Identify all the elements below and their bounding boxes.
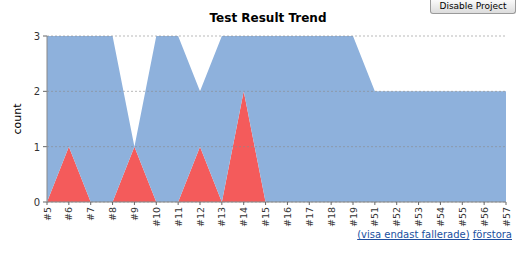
x-tick-label: #16 (282, 207, 293, 227)
x-tick-label: #52 (391, 207, 402, 227)
y-tick-label: 1 (34, 142, 40, 153)
x-tick (353, 202, 354, 205)
x-tick-label: #53 (413, 207, 424, 227)
y-tick (43, 36, 47, 37)
x-tick-label: #13 (216, 207, 227, 227)
disable-button[interactable]: Disable Project (430, 0, 516, 14)
x-tick-label: #9 (129, 207, 140, 221)
x-tick (331, 202, 332, 205)
x-tick (243, 202, 244, 205)
x-tick (200, 202, 201, 205)
x-tick-label: #12 (195, 207, 206, 227)
x-tick-label: #17 (304, 207, 315, 227)
x-tick-label: #7 (85, 207, 96, 221)
x-tick (396, 202, 397, 205)
x-tick (156, 202, 157, 205)
y-tick-label: 3 (34, 31, 40, 42)
y-axis-label: count (11, 103, 24, 135)
x-tick (265, 202, 266, 205)
x-tick-label: #14 (238, 207, 249, 227)
x-tick (440, 202, 441, 205)
grid-line (47, 202, 506, 203)
x-tick (112, 202, 113, 205)
y-tick-label: 2 (34, 86, 40, 97)
grid-line (47, 36, 506, 37)
title: Test Result Trend (210, 11, 327, 25)
x-tick (309, 202, 310, 205)
x-tick-label: #10 (151, 207, 162, 227)
x-tick (178, 202, 179, 205)
x-tick-label: #56 (479, 207, 490, 227)
y-tick (43, 91, 47, 92)
x-tick (47, 202, 48, 205)
link[interactable]: (visa endast fallerade) (357, 229, 469, 240)
x-tick (68, 202, 69, 205)
y-tick (43, 202, 47, 203)
y-tick (43, 146, 47, 147)
x-tick (506, 202, 507, 205)
x-tick-label: #57 (501, 207, 512, 227)
x-tick-label: #51 (369, 207, 380, 227)
x-tick (134, 202, 135, 205)
x-axis (47, 202, 506, 203)
x-tick-label: #54 (435, 207, 446, 227)
x-tick-label: #55 (457, 207, 468, 227)
grid-line (47, 146, 506, 147)
x-tick-label: #8 (107, 207, 118, 221)
x-tick-label: #19 (348, 207, 359, 227)
link[interactable]: förstora (473, 229, 512, 240)
x-tick-label: #18 (326, 207, 337, 227)
x-tick (90, 202, 91, 205)
x-tick-label: #6 (63, 207, 74, 221)
links: (visa endast fallerade) förstora (0, 229, 512, 240)
x-tick (221, 202, 222, 205)
x-tick-label: #15 (260, 207, 271, 227)
plot-area (47, 36, 506, 202)
x-tick (418, 202, 419, 205)
y-axis (47, 36, 48, 202)
y-tick-label: 0 (34, 197, 40, 208)
x-tick (287, 202, 288, 205)
area (47, 36, 506, 202)
chart: Test Result Trend count 0 1 2 3 #5 #6 #7 #8 #9 #10 #… (0, 0, 518, 262)
x-tick (462, 202, 463, 205)
x-tick (374, 202, 375, 205)
x-tick-label: #5 (42, 207, 53, 221)
x-tick (484, 202, 485, 205)
x-tick-label: #11 (173, 207, 184, 227)
grid-line (47, 91, 506, 92)
